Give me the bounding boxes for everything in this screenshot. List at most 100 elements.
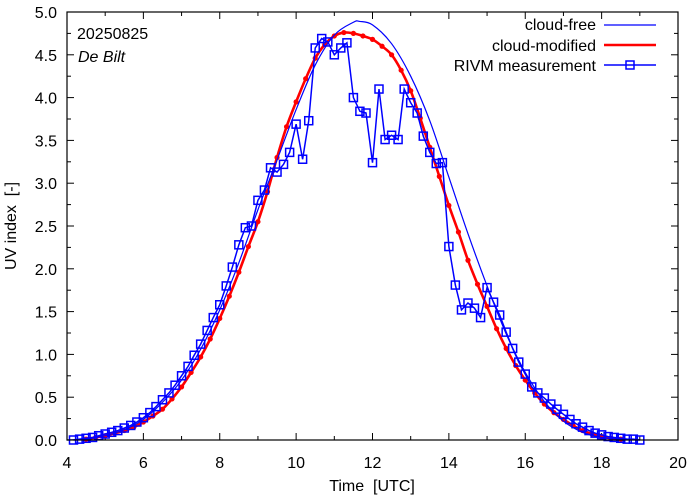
cloud-modified-point	[341, 29, 347, 36]
cloud-modified-point	[484, 303, 490, 310]
x-tick-label: 12	[364, 455, 382, 472]
location-annotation: De Bilt	[78, 49, 126, 66]
rivm-measurement-point	[501, 327, 511, 337]
rivm-measurement-point	[74, 434, 85, 444]
rivm-measurement-point	[533, 388, 543, 398]
cloud-modified-point	[465, 257, 471, 263]
rivm-measurement-point	[355, 106, 365, 117]
cloud-modified-point	[226, 293, 232, 299]
cloud-modified-point	[293, 99, 299, 105]
x-tick-labels: 4 6 8 10 12 14 16 18 20	[63, 455, 687, 472]
y-tick-label: 4.5	[35, 48, 57, 65]
rivm-measurement-point	[558, 409, 569, 420]
axis-ticks	[66, 11, 679, 441]
y-tick-label: 4.0	[35, 91, 57, 108]
rivm-measurement-point	[253, 195, 263, 206]
y-tick-labels: 0.0 0.5 1.0 1.5 2.0 2.5 3.0 3.5 4.0 4.5 5.0	[35, 5, 57, 450]
legend-label-cloud-modified: cloud-modified	[492, 38, 596, 55]
cloud-modified-point	[494, 326, 500, 332]
rivm-measurement-point	[303, 115, 314, 126]
rivm-measurement-point	[425, 147, 435, 158]
date-annotation: 20250825	[77, 26, 148, 43]
cloud-modified-point	[408, 88, 414, 94]
rivm-measurement-point	[284, 147, 295, 158]
rivm-measurement-point	[176, 371, 187, 381]
x-tick-label: 18	[593, 455, 611, 472]
rivm-measurement-point	[221, 281, 231, 291]
rivm-measurement-point	[291, 119, 301, 129]
rivm-measurement-point	[208, 312, 219, 323]
rivm-measurement-point	[170, 380, 180, 390]
cloud-modified-point	[217, 315, 223, 322]
rivm-measurement-point	[393, 134, 403, 145]
cloud-modified-point	[436, 173, 442, 179]
rivm-measurement-point	[323, 37, 333, 47]
rivm-measurement-point	[272, 167, 282, 177]
cloud-modified-point	[198, 354, 204, 360]
rivm-measurement-point	[336, 43, 346, 53]
y-tick-label: 0.0	[35, 433, 57, 450]
rivm-measurement-point	[552, 404, 562, 414]
cloud-modified-point	[398, 67, 404, 73]
y-tick-label: 2.5	[35, 219, 57, 236]
cloud-modified-point	[369, 36, 376, 42]
rivm-measurement-point	[348, 92, 359, 103]
rivm-measurement-point	[520, 369, 530, 379]
rivm-measurement-point	[437, 157, 448, 168]
series-layer	[66, 20, 645, 445]
rivm-measurement-point	[138, 412, 149, 423]
legend: cloud-free cloud-modified RIVM measureme…	[454, 17, 656, 75]
rivm-measurement-point	[278, 159, 289, 170]
rivm-measurement-point	[456, 305, 467, 315]
rivm-measurement-point	[100, 429, 110, 439]
y-tick-label: 1.5	[35, 305, 57, 322]
cloud-modified-point	[360, 33, 366, 39]
rivm-measurement-point	[482, 282, 492, 293]
cloud-modified-point	[474, 281, 481, 287]
rivm-measurement-point	[431, 158, 442, 169]
rivm-measurement-point	[584, 425, 594, 436]
rivm-measurement-point	[183, 361, 193, 372]
cloud-modified-point	[455, 229, 462, 235]
rivm-measurement-point	[507, 343, 518, 354]
cloud-modified-point	[446, 202, 452, 209]
rivm-measurement-point	[119, 423, 130, 433]
rivm-measurement-point	[514, 357, 524, 367]
rivm-measurement-point	[463, 298, 473, 308]
legend-label-rivm-measurement: RIVM measurement	[454, 58, 597, 75]
x-tick-label: 20	[669, 455, 687, 472]
cloud-modified-point	[388, 52, 395, 58]
rivm-measurement-point	[615, 433, 626, 444]
cloud-modified-point	[303, 76, 309, 82]
rivm-measurement-point	[590, 428, 600, 438]
rivm-measurement-point	[151, 401, 161, 412]
cloud-modified-point	[503, 345, 509, 352]
y-tick-label: 2.0	[35, 262, 57, 279]
cloud-modified-point	[207, 336, 213, 342]
rivm-measurement-point	[526, 382, 537, 392]
rivm-measurement-point	[113, 425, 123, 436]
series-line-cloud-free	[66, 20, 640, 441]
cloud-modified-point	[159, 406, 166, 412]
cloud-modified-point	[350, 30, 357, 36]
rivm-measurement-point	[361, 108, 371, 118]
rivm-measurement-point	[488, 297, 499, 307]
legend-label-cloud-free: cloud-free	[525, 17, 596, 34]
rivm-measurement-point	[342, 38, 352, 48]
rivm-measurement-point	[202, 325, 212, 336]
cloud-modified-point	[236, 269, 242, 275]
rivm-measurement-point	[622, 434, 632, 444]
x-tick-label: 4	[63, 455, 72, 472]
rivm-measurement-point	[329, 50, 340, 60]
rivm-measurement-point	[494, 310, 505, 320]
rivm-measurement-point	[145, 407, 155, 418]
rivm-measurement-point	[164, 388, 174, 398]
y-tick-label: 0.5	[35, 390, 57, 407]
rivm-measurement-point	[81, 433, 91, 444]
x-tick-label: 16	[516, 455, 534, 472]
y-tick-label: 3.0	[35, 176, 57, 193]
rivm-measurement-point	[374, 84, 384, 94]
cloud-modified-point	[255, 219, 261, 225]
rivm-measurement-point	[227, 262, 238, 272]
